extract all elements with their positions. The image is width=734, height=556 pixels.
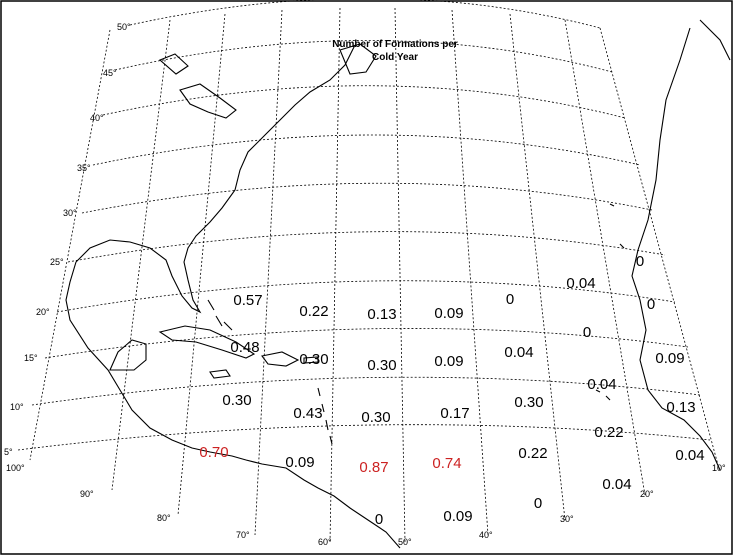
lat-label: 30° — [63, 208, 77, 218]
lat-label: 50° — [117, 22, 131, 32]
value-label: 0.09 — [443, 508, 472, 525]
value-label: 0.04 — [566, 275, 595, 292]
value-label: 0 — [506, 291, 514, 308]
lat-label: 20° — [36, 307, 50, 317]
puerto-rico — [303, 356, 319, 364]
value-label: 0.17 — [440, 405, 469, 422]
hispaniola — [261, 351, 300, 367]
latitude-labels: 50° 45° 40° 35° 30° 25° 20° 15° 10° 5° — [4, 22, 131, 457]
newfoundland — [339, 43, 377, 75]
value-label-highlight: 0.70 — [199, 444, 228, 461]
coast-south-america — [245, 459, 401, 549]
coast-iberia — [699, 19, 731, 61]
value-label: 0.57 — [233, 292, 262, 309]
value-label: 0.30 — [222, 392, 251, 409]
bahamas — [207, 299, 233, 331]
lat-label: 5° — [4, 447, 13, 457]
lat-label: 40° — [90, 113, 104, 123]
lon-label: 60° — [318, 537, 332, 547]
value-label: 0.04 — [602, 476, 631, 493]
longitude-labels: 100° 90° 80° 70° 60° 50° 40° 30° 20° 10° — [6, 463, 726, 547]
lon-label: 100° — [6, 463, 25, 473]
value-label: 0.04 — [675, 447, 704, 464]
lat-label: 35° — [77, 163, 91, 173]
lon-label: 70° — [236, 530, 250, 540]
value-label: 0.09 — [285, 454, 314, 471]
value-label-highlight: 0.87 — [359, 459, 388, 476]
lat-label: 15° — [24, 353, 38, 363]
value-label: 0.22 — [299, 303, 328, 320]
value-label: 0.22 — [518, 445, 547, 462]
lon-label: 50° — [398, 537, 412, 547]
value-label: 0.13 — [666, 399, 695, 416]
value-label: 0.48 — [230, 339, 259, 356]
map-title-line-1: Number of Formations per — [332, 39, 458, 50]
value-label: 0.43 — [293, 405, 322, 422]
lon-label: 30° — [560, 514, 574, 524]
value-label: 0.04 — [587, 376, 616, 393]
great-lakes — [179, 83, 237, 119]
value-label: 0.22 — [594, 424, 623, 441]
value-label: 0.09 — [655, 350, 684, 367]
lon-label: 80° — [157, 513, 171, 523]
value-label: 0 — [647, 296, 655, 313]
lake-superior — [158, 53, 189, 75]
formation-values: 0.57 0.22 0.13 0.09 0 0.04 0 0 0.48 0.30… — [199, 253, 704, 528]
lon-label: 10° — [712, 463, 726, 473]
coastlines — [65, 19, 731, 549]
cuba — [158, 325, 256, 359]
value-label: 0.30 — [361, 409, 390, 426]
yucatan — [109, 339, 147, 371]
lat-label: 10° — [10, 402, 24, 412]
value-label: 0.04 — [504, 344, 533, 361]
jamaica — [209, 369, 231, 379]
value-label: 0.09 — [434, 353, 463, 370]
lon-label: 90° — [80, 489, 94, 499]
value-label: 0.30 — [367, 357, 396, 374]
map-title-line-2: Cold Year — [372, 52, 418, 63]
value-label: 0.13 — [367, 306, 396, 323]
value-label: 0 — [636, 253, 644, 270]
value-label: 0 — [375, 511, 383, 528]
value-label: 0 — [583, 324, 591, 341]
coast-africa — [631, 27, 721, 471]
lesser-antilles — [317, 387, 333, 445]
latitude-lines — [17, 0, 711, 451]
coast-north-america — [65, 44, 356, 461]
longitude-lines — [29, 7, 719, 543]
lon-label: 40° — [479, 530, 493, 540]
lat-label: 45° — [103, 68, 117, 78]
atlantic-islands — [595, 203, 625, 401]
value-label: 0.09 — [434, 305, 463, 322]
value-label: 0 — [534, 495, 542, 512]
value-label: 0.30 — [514, 394, 543, 411]
value-label: 0.30 — [299, 351, 328, 368]
value-label-highlight: 0.74 — [432, 455, 461, 472]
lat-label: 25° — [50, 257, 64, 267]
lon-label: 20° — [640, 489, 654, 499]
